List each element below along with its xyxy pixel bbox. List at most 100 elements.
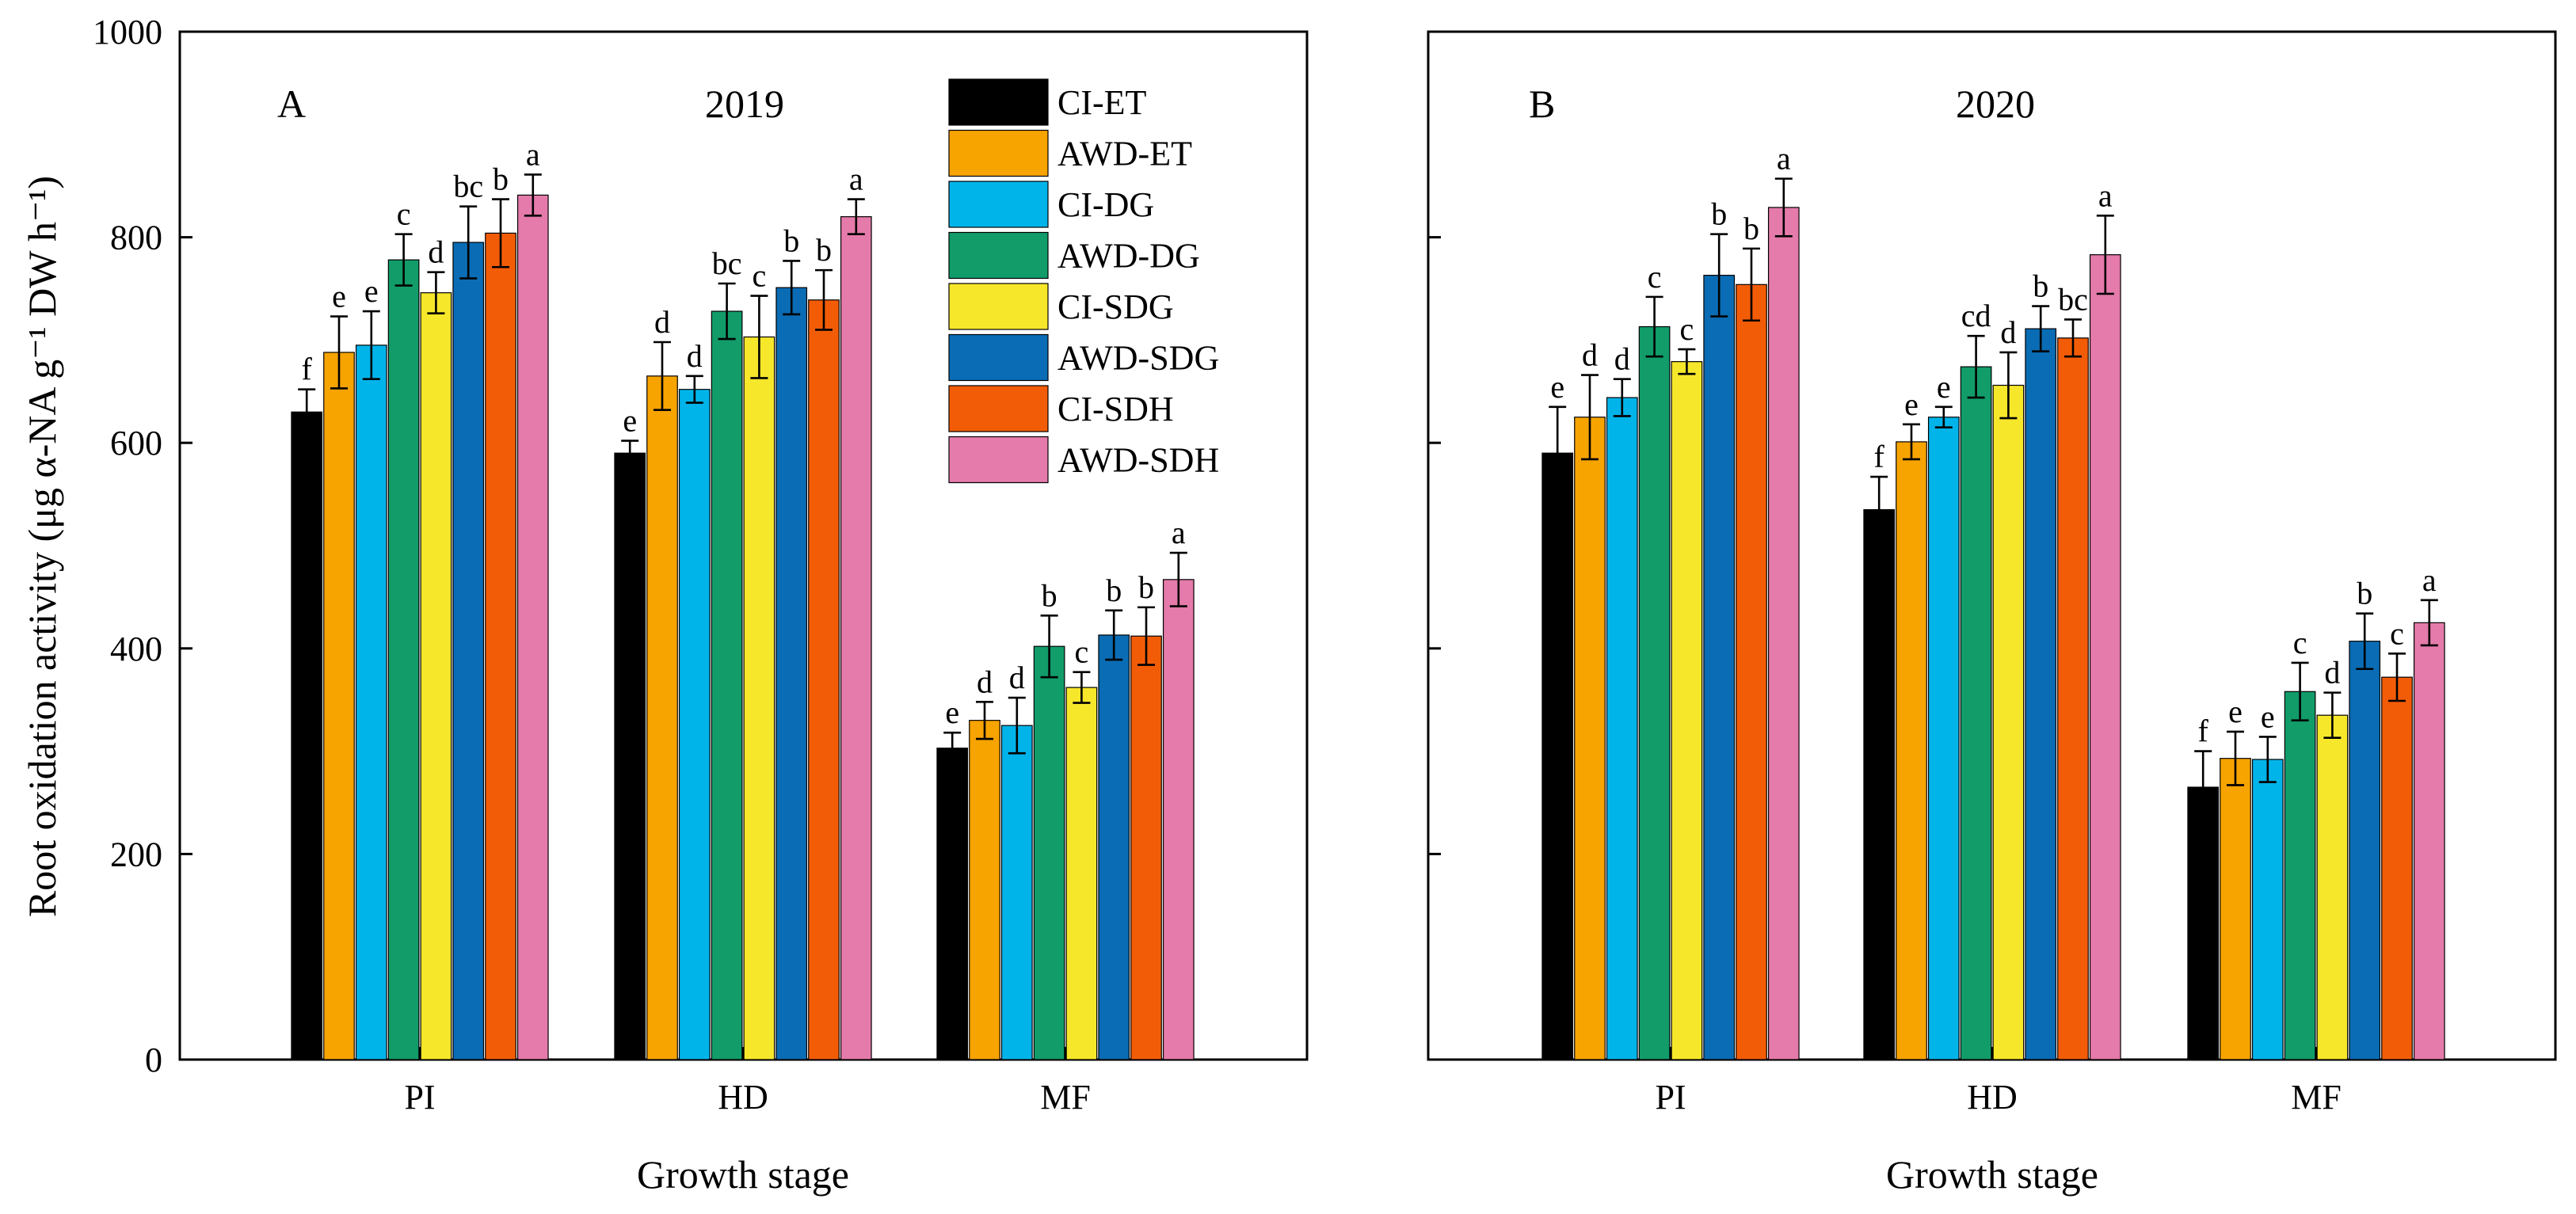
y-tick-label: 800: [110, 219, 162, 257]
legend-swatch-ci-dg: [948, 181, 1049, 228]
x-tick-label-pi: PI: [1655, 1078, 1686, 1117]
bar-awd-dg-mf-sig-letter: b: [1042, 577, 1057, 613]
bar-ci-sdg-pi-sig-letter: d: [428, 234, 444, 270]
bar-ci-sdg-hd: [743, 336, 775, 1060]
bar-ci-et-pi: [1541, 452, 1574, 1060]
bar-ci-dg-pi-sig-letter: d: [1614, 341, 1630, 377]
bar-awd-dg-hd-sig-letter: cd: [1961, 298, 1991, 333]
legend-label-awd-sdh: AWD-SDH: [1057, 441, 1219, 480]
bar-awd-dg-pi: [1638, 325, 1671, 1060]
bar-awd-dg-hd: [1960, 366, 1992, 1060]
bar-awd-sdg-mf: [2349, 641, 2381, 1060]
bar-ci-sdg-mf-sig-letter: c: [1075, 634, 1089, 670]
bar-ci-et-mf: [936, 748, 969, 1060]
bar-awd-sdg-hd-sig-letter: b: [783, 223, 799, 258]
bar-ci-sdg-hd-sig-letter: c: [753, 258, 767, 294]
bar-ci-dg-pi-sig-letter: e: [364, 273, 379, 309]
bar-awd-et-mf-sig-letter: e: [2228, 694, 2243, 729]
bar-awd-dg-mf: [2284, 691, 2316, 1060]
legend-swatch-awd-sdh: [948, 436, 1049, 484]
bar-ci-sdg-mf-sig-letter: d: [2324, 655, 2340, 691]
y-axis-title: Root oxidation activity (μg α-NA g⁻¹ DW …: [20, 176, 64, 917]
bar-ci-et-mf-sig-letter: f: [2198, 714, 2209, 749]
bar-awd-et-pi: [1574, 417, 1606, 1060]
bar-awd-sdg-pi-sig-letter: bc: [453, 169, 483, 204]
legend-label-awd-et: AWD-ET: [1057, 135, 1192, 173]
legend: CI-ET AWD-ET CI-DG AWD-DG CI-SDG AWD-SDG CI-SD…: [948, 78, 1219, 484]
bar-ci-sdh-hd-sig-letter: b: [816, 232, 832, 268]
y-tick-label: 200: [110, 835, 162, 873]
legend-swatch-awd-et: [948, 129, 1049, 177]
legend-swatch-ci-sdg: [948, 283, 1049, 330]
bar-awd-et-pi-sig-letter: e: [332, 279, 346, 314]
legend-label-ci-sdh: CI-SDH: [1057, 390, 1174, 428]
bar-ci-et-hd: [1863, 508, 1896, 1060]
panel-a: A 2019 Growth stage 0 200 400 600 800 1000 PI…: [93, 13, 1309, 1197]
bar-awd-sdh-pi-sig-letter: a: [526, 136, 540, 172]
panel-b-x-title: Growth stage: [1886, 1152, 2098, 1197]
bar-ci-sdg-mf: [2316, 714, 2349, 1060]
panel-b: B 2020 Growth stage PI HD MF effdeedeeccdc…: [1427, 30, 2557, 1197]
bar-ci-sdh-mf-sig-letter: b: [1138, 569, 1154, 605]
bar-awd-dg-hd: [711, 310, 743, 1060]
bar-awd-sdh-mf-sig-letter: a: [1172, 515, 1186, 550]
bar-awd-et-hd-sig-letter: d: [654, 304, 670, 340]
bar-awd-sdh-hd-sig-letter: a: [849, 162, 863, 197]
bar-awd-sdg-hd: [2025, 328, 2057, 1060]
bar-awd-et-pi-sig-letter: d: [1582, 337, 1598, 373]
bar-awd-sdh-hd-sig-letter: a: [2098, 177, 2113, 213]
bar-ci-dg-pi: [1606, 397, 1638, 1060]
y-tick-label: 400: [110, 630, 162, 668]
bar-awd-sdh-mf: [1162, 579, 1195, 1060]
bar-ci-et-mf: [2187, 786, 2220, 1060]
panel-a-y-axis: 0 200 400 600 800 1000: [93, 13, 192, 1079]
bar-ci-et-pi-sig-letter: f: [302, 352, 313, 387]
bar-ci-et-mf-sig-letter: e: [945, 695, 959, 730]
x-tick-label-pi: PI: [404, 1078, 435, 1117]
bar-ci-dg-hd: [678, 389, 711, 1060]
x-tick-label-hd: HD: [1967, 1078, 2018, 1117]
legend-swatch-ci-et: [948, 78, 1049, 126]
legend-swatch-awd-dg: [948, 231, 1049, 280]
bar-ci-sdh-hd-sig-letter: bc: [2058, 281, 2088, 317]
bar-awd-et-mf-sig-letter: d: [977, 664, 993, 699]
bar-ci-sdg-pi-sig-letter: c: [1680, 311, 1694, 347]
legend-label-ci-dg: CI-DG: [1057, 185, 1154, 224]
bar-ci-dg-mf: [1000, 725, 1033, 1060]
bar-awd-sdh-mf: [2413, 622, 2445, 1060]
bar-awd-dg-pi: [387, 259, 420, 1060]
bar-ci-et-hd: [614, 452, 646, 1060]
bar-ci-sdg-pi: [1671, 361, 1703, 1060]
bar-ci-dg-hd: [1927, 417, 1960, 1060]
bar-ci-et-pi: [291, 411, 323, 1060]
bar-ci-sdg-pi: [420, 292, 452, 1060]
bar-awd-et-mf: [2220, 758, 2251, 1060]
panel-b-y-axis: [1428, 30, 1441, 1061]
bar-ci-et-hd-sig-letter: f: [1874, 439, 1885, 474]
bar-ci-sdh-hd: [2057, 337, 2089, 1060]
bar-awd-et-pi: [323, 352, 355, 1060]
bar-ci-sdh-mf: [2381, 676, 2413, 1060]
panel-b-year: 2020: [1956, 82, 2035, 126]
legend-swatch-awd-sdg: [948, 333, 1049, 382]
bar-awd-sdh-mf-sig-letter: a: [2422, 562, 2437, 598]
legend-label-awd-dg: AWD-DG: [1057, 237, 1200, 276]
bar-awd-sdg-pi: [452, 242, 485, 1060]
bar-awd-et-hd-sig-letter: e: [1904, 386, 1919, 422]
bar-awd-et-hd: [1896, 441, 1927, 1060]
y-tick-label: 600: [110, 424, 162, 462]
x-tick-label-hd: HD: [718, 1078, 768, 1117]
x-tick-label-mf: MF: [2291, 1078, 2342, 1117]
bar-awd-sdh-pi: [1767, 207, 1800, 1060]
bar-ci-sdh-pi-sig-letter: b: [493, 162, 509, 197]
bar-ci-dg-pi: [355, 344, 387, 1060]
bar-ci-sdg-hd: [1992, 384, 2025, 1060]
bar-awd-sdh-pi-sig-letter: a: [1777, 141, 1791, 177]
bar-ci-dg-hd-sig-letter: d: [687, 338, 703, 374]
x-tick-label-mf: MF: [1040, 1078, 1091, 1117]
bar-ci-et-pi-sig-letter: e: [1550, 369, 1564, 405]
y-tick-label: 1000: [93, 13, 162, 51]
bar-awd-sdh-hd: [840, 216, 872, 1060]
